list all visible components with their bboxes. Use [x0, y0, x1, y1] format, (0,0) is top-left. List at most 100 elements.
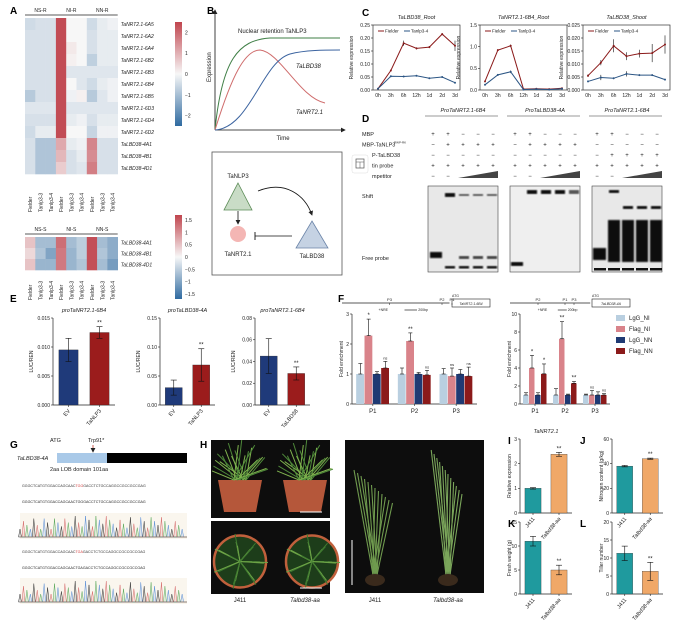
- lane-sign: +: [655, 164, 659, 170]
- sequence-text: GGGCTCATGTGGACCAGCAACTGGGACCTCTGCCAGGCCG…: [22, 484, 146, 488]
- bar: [89, 332, 110, 406]
- lane-sign: +: [610, 164, 614, 170]
- heatmap-cell: [66, 90, 77, 103]
- x-tick-label: P1: [369, 409, 377, 415]
- legend-label: Fielder: [492, 29, 506, 34]
- heatmap-group-label: NS-S: [34, 227, 47, 233]
- mutation-label: Trp91*: [88, 438, 105, 444]
- x-tick-label: EV: [168, 408, 178, 418]
- heatmap-cell: [35, 162, 46, 175]
- heatmap-cell: [86, 126, 98, 139]
- grass-blade: [232, 561, 241, 585]
- significance-mark: **: [294, 361, 299, 367]
- bar-flag_nn: [541, 373, 547, 404]
- x-tick-label: TaNLP3: [86, 408, 103, 427]
- grass-blade: [221, 455, 235, 481]
- heatmap-cell: [107, 126, 118, 139]
- read-sequence: GGGCTCATGTGGACCAGCAACTGGGACCTCTGCCAGGCCG…: [22, 500, 146, 504]
- bar: [550, 454, 568, 514]
- data-point: [664, 43, 666, 46]
- y-tick-label: 0.015: [37, 316, 50, 322]
- heatmap-column-label: Tanlp3-4: [80, 193, 86, 212]
- heatmap-cell: [25, 90, 36, 103]
- colorbar-tick: 0: [185, 72, 188, 78]
- heatmap-cell: [45, 66, 57, 79]
- shift-band: [459, 194, 469, 196]
- colorbar-tick: −1: [185, 280, 191, 286]
- grass-blade: [308, 545, 313, 562]
- data-point: [664, 78, 666, 81]
- heatmap-cell: [66, 126, 77, 139]
- scale-label: 200bp: [418, 308, 428, 312]
- lane-sign: +: [543, 143, 547, 149]
- heatmap-cell: [76, 114, 88, 127]
- heatmap-cell: [55, 237, 67, 249]
- heatmap-cell: [107, 237, 118, 249]
- plot-frame: [479, 24, 568, 91]
- heatmap-cell: [45, 42, 57, 55]
- data-point: [441, 76, 444, 78]
- y-tick-label: 60: [603, 437, 609, 443]
- y-tick-label: 3: [346, 312, 349, 318]
- y-tick-label: 6: [514, 348, 517, 354]
- lane-sign: −: [431, 153, 435, 159]
- lane-sign: +: [543, 164, 547, 170]
- heatmap-cell: [55, 126, 67, 139]
- lane-sign: +: [446, 132, 450, 138]
- shift-smear: [650, 220, 662, 262]
- y-tick-label: 10: [511, 544, 517, 550]
- heatmap-column-label: Fielder: [90, 284, 96, 300]
- bar: [616, 465, 633, 514]
- x-tick-label: 0h: [375, 93, 381, 99]
- significance-mark: **: [557, 446, 562, 452]
- heatmap-cell: [76, 126, 88, 139]
- free-probe-band: [487, 256, 497, 259]
- lane-sign: −: [431, 174, 435, 180]
- heatmap-cell: [86, 102, 98, 115]
- colorbar: [175, 215, 182, 299]
- y-tick-label: 0.10: [360, 62, 370, 68]
- panel-label: G: [10, 440, 18, 451]
- lane-sign: −: [528, 153, 532, 159]
- heatmap-cell: [55, 54, 67, 67]
- talbd38-curve: [214, 49, 341, 131]
- lane-sign: +: [491, 143, 495, 149]
- genotype-label: J411: [234, 598, 247, 604]
- series-line-fielder: [377, 33, 456, 89]
- heatmap-cell: [97, 90, 108, 103]
- plant-leaf: [372, 487, 376, 576]
- data-point: [651, 52, 654, 55]
- heatmap-cell: [25, 66, 36, 79]
- grass-blade: [233, 444, 239, 481]
- heatmap-row-label: TaNRT2.1-6D4: [121, 118, 155, 124]
- curve-label: TaNRT2.1: [296, 110, 323, 116]
- y-tick-label: 0.10: [147, 345, 157, 351]
- lane-sign: +: [625, 153, 629, 159]
- heatmap-cell: [76, 18, 88, 31]
- heatmap-cell: [35, 54, 46, 67]
- y-tick-label: 5: [514, 568, 517, 574]
- x-tick-label: J411: [616, 516, 628, 529]
- y-tick-label: 2: [514, 461, 517, 467]
- x-tick-label: 6h: [611, 93, 617, 99]
- heatmap-cell: [76, 237, 88, 249]
- lane-sign: −: [573, 153, 577, 159]
- competitor-gradient: [622, 171, 662, 178]
- lane-sign: +: [446, 143, 450, 149]
- domain-label: 2aa LOB domain 101aa: [50, 467, 109, 473]
- grass-blade: [301, 468, 334, 481]
- model-label: TaLBD38: [300, 254, 325, 260]
- primer-site-label: P1: [563, 297, 569, 302]
- plant-leaf: [447, 489, 460, 576]
- heatmap-cell: [55, 150, 67, 163]
- heatmap-cell: [35, 237, 46, 249]
- heatmap-row-label: TaNRT2.1-6A4: [121, 46, 154, 52]
- y-tick-label: 0.15: [147, 316, 157, 322]
- y-axis-label: Relative expression: [349, 35, 355, 79]
- panel-label: A: [10, 6, 17, 17]
- y-tick-label: 40: [603, 461, 609, 467]
- y-tick-label: 0.010: [37, 345, 50, 351]
- heatmap-cell: [76, 78, 88, 91]
- x-tick-label: 3d: [559, 93, 565, 99]
